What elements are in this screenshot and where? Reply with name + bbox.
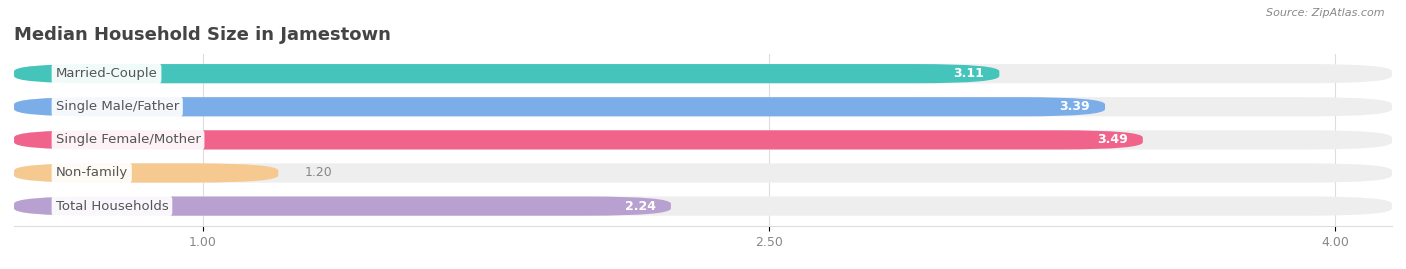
FancyBboxPatch shape xyxy=(14,64,1000,83)
FancyBboxPatch shape xyxy=(14,64,1392,83)
FancyBboxPatch shape xyxy=(14,196,671,216)
Text: Single Female/Mother: Single Female/Mother xyxy=(56,133,201,146)
Text: Total Households: Total Households xyxy=(56,200,169,213)
Text: 3.49: 3.49 xyxy=(1097,133,1128,146)
Text: Non-family: Non-family xyxy=(56,167,128,179)
Text: Median Household Size in Jamestown: Median Household Size in Jamestown xyxy=(14,26,391,44)
Text: 3.39: 3.39 xyxy=(1059,100,1090,113)
FancyBboxPatch shape xyxy=(14,97,1392,116)
Text: Single Male/Father: Single Male/Father xyxy=(56,100,179,113)
FancyBboxPatch shape xyxy=(14,97,1105,116)
Text: 3.11: 3.11 xyxy=(953,67,984,80)
FancyBboxPatch shape xyxy=(14,163,278,183)
FancyBboxPatch shape xyxy=(14,130,1143,150)
Text: 1.20: 1.20 xyxy=(305,167,332,179)
FancyBboxPatch shape xyxy=(14,163,1392,183)
Text: Married-Couple: Married-Couple xyxy=(56,67,157,80)
FancyBboxPatch shape xyxy=(14,130,1392,150)
FancyBboxPatch shape xyxy=(14,196,1392,216)
Text: Source: ZipAtlas.com: Source: ZipAtlas.com xyxy=(1267,8,1385,18)
Text: 2.24: 2.24 xyxy=(624,200,655,213)
